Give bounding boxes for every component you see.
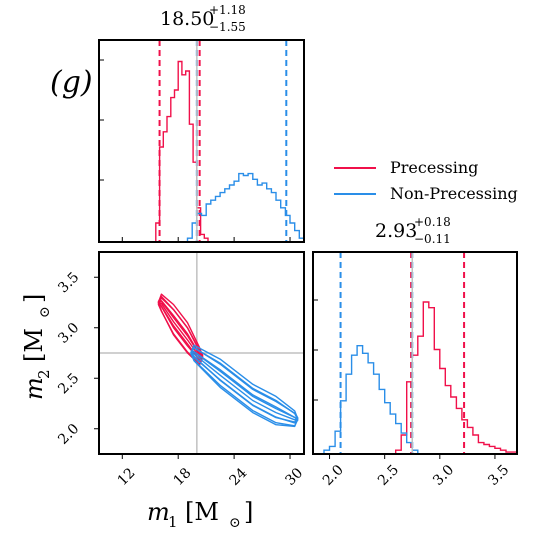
svg-text:m: m <box>147 498 170 526</box>
m2-title-sub: −0.11 <box>414 232 451 246</box>
svg-text:m: m <box>20 377 48 400</box>
m1-marginal-panel <box>99 40 305 242</box>
svg-text:2: 2 <box>35 369 53 379</box>
joint-axes-frame <box>98 251 305 455</box>
m2-xtick-label-3: 3.5 <box>485 462 512 489</box>
m2-xtick-label-2: 3.0 <box>430 462 457 489</box>
svg-text:]: ] <box>20 294 48 303</box>
m2-title: 2.93 <box>375 220 417 242</box>
svg-text:[M: [M <box>185 498 219 526</box>
svg-text:⊙: ⊙ <box>37 306 53 318</box>
joint-ytick-label-0: 2.0 <box>55 421 82 448</box>
m1-title-sub: −1.55 <box>209 20 246 34</box>
legend-label-non-precessing: Non-Precessing <box>390 184 518 203</box>
joint-ytick-label-2: 3.0 <box>55 320 82 347</box>
m2-hist-non_precessing <box>323 345 419 454</box>
y-axis-label: m 2 [M ⊙ ] <box>20 294 53 400</box>
m2-title-sup: +0.18 <box>414 215 451 229</box>
joint-xtick-label-3: 30 <box>282 465 306 489</box>
svg-text:⊙: ⊙ <box>229 515 241 531</box>
joint-xtick-label-0: 12 <box>115 465 139 489</box>
svg-text:[M: [M <box>20 328 48 362</box>
svg-text:]: ] <box>244 498 253 526</box>
contour-precessing-4 <box>157 293 204 366</box>
m1-axes-frame <box>98 39 305 243</box>
svg-text:1: 1 <box>168 513 178 531</box>
m2-axes-frame <box>312 251 518 455</box>
m1-title-sup: +1.18 <box>209 3 246 17</box>
joint-xtick-label-2: 24 <box>226 465 250 489</box>
m2-hist-precessing <box>395 301 518 454</box>
m2-xtick-label-1: 2.5 <box>375 462 402 489</box>
joint-ytick-label-1: 2.5 <box>55 370 82 397</box>
joint-xtick-label-1: 18 <box>171 465 195 489</box>
contour-non_precessing-4 <box>190 344 299 428</box>
legend: Precessing Non-Precessing <box>334 158 518 203</box>
panel-label: (g) <box>50 65 93 100</box>
m1-title: 18.50 <box>160 8 214 30</box>
joint-ytick-label-3: 3.5 <box>55 269 82 296</box>
m2-xtick-label-0: 2.0 <box>320 462 347 489</box>
x-axis-label: m 1 [M ⊙ ] <box>147 498 253 531</box>
legend-label-precessing: Precessing <box>390 158 478 177</box>
